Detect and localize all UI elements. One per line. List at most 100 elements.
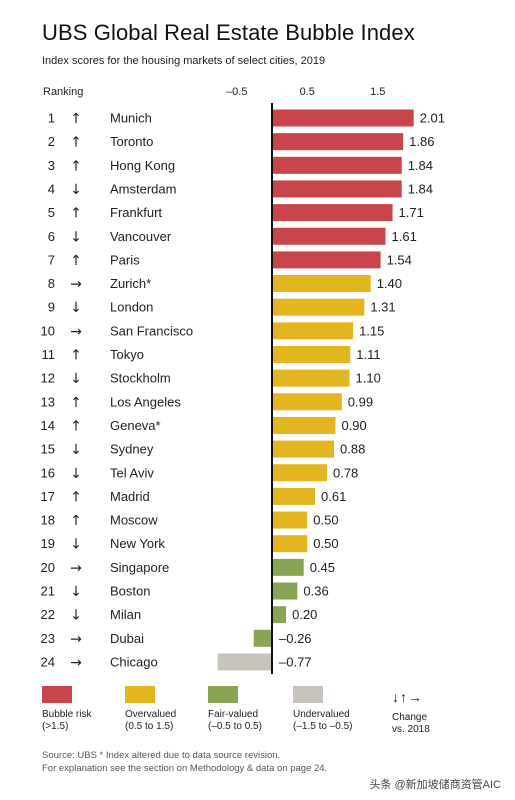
city-name: Paris [110,252,140,267]
value-label: 0.45 [310,560,335,575]
chart-subtitle: Index scores for the housing markets of … [42,55,326,67]
city-name: Sydney [110,442,154,457]
value-bar [272,558,304,576]
value-bar [272,535,308,553]
x-tick-label: 0.5 [300,86,315,98]
value-label: –0.77 [279,654,312,669]
city-name: Stockholm [110,371,171,386]
change-up-icon: ↑ [70,135,82,151]
legend-label-under: Undervalued [293,709,350,720]
value-bar [217,653,272,671]
value-bar [272,369,350,387]
change-down-icon: ↓ [70,229,82,245]
value-bar [272,180,402,198]
value-label: 1.10 [356,371,381,386]
value-label: 0.36 [303,584,328,599]
change-down-icon: ↓ [70,371,82,387]
value-bar [272,416,336,434]
bar-row: 19 ↓ New York 0.50 [41,535,339,553]
change-up-icon: ↑ [70,418,82,434]
value-label: 0.88 [340,442,365,457]
x-tick-label: –0.5 [226,86,247,98]
change-down-icon: ↓ [70,537,82,553]
value-label: 1.11 [356,347,380,362]
bar-row: 6 ↓ Vancouver 1.61 [48,227,417,245]
change-down-icon: ↓ [70,584,82,600]
value-label: 1.61 [392,229,417,244]
change-up-icon: ↑ [70,489,82,505]
value-bar [272,440,335,458]
city-name: Tel Aviv [110,465,154,480]
rank-number: 12 [41,371,55,386]
change-down-icon: ↓ [70,466,82,482]
value-label: 1.71 [399,205,424,220]
rank-number: 16 [41,465,55,480]
value-label: 0.90 [341,418,366,433]
legend-range-fair: (–0.5 to 0.5) [208,721,262,732]
city-name: Chicago [110,654,158,669]
city-name: Toronto [110,134,153,149]
change-up-icon: ↑ [70,395,82,411]
value-bar [272,227,386,245]
rank-number: 20 [41,560,55,575]
legend-overvalued: Overvalued (0.5 to 1.5) [125,686,176,733]
change-up-icon: ↑ [70,206,82,222]
city-name: Vancouver [110,229,172,244]
bar-row: 24 → Chicago –0.77 [41,653,312,671]
bar-row: 7 ↑ Paris 1.54 [48,251,412,269]
legend-swatch-bubble [42,686,72,703]
city-name: Boston [110,584,150,599]
legend-swatch-overvalued [125,686,155,703]
value-bar [272,606,287,624]
value-label: 0.20 [292,607,317,622]
value-label: 0.50 [313,536,338,551]
legend-label-overvalued: Overvalued [125,709,177,720]
legend-range-overvalued: (0.5 to 1.5) [125,721,174,732]
rank-number: 3 [48,158,55,173]
rank-number: 7 [48,252,55,267]
value-bar [272,251,381,269]
city-name: London [110,300,153,315]
value-bar [253,629,272,647]
change-right-icon: → [70,277,82,293]
city-name: Milan [110,607,141,622]
bar-row: 14 ↑ Geneva* 0.90 [41,416,367,434]
rank-number: 9 [48,300,55,315]
bubble-index-chart: Ranking –0.5 0.5 1.5 1 ↑ Munich 2.01 2 ↑ Toronto… [41,86,445,674]
change-up-icon: ↑ [70,513,82,529]
value-label: –0.26 [279,631,312,646]
value-label: 1.15 [359,323,384,338]
city-name: Amsterdam [110,181,176,196]
value-bar [272,582,298,600]
city-name: Singapore [110,560,169,575]
change-right-icon: → [70,560,82,576]
legend-label-change: Change [392,712,428,723]
legend-change: ↓↑→ Change vs. 2018 [392,690,430,736]
rank-number: 17 [41,489,55,504]
rank-number: 15 [41,442,55,457]
legend-range-change: vs. 2018 [392,724,430,735]
rank-number: 22 [41,607,55,622]
value-bar [272,511,308,529]
city-name: New York [110,536,165,551]
bar-row: 8 → Zurich* 1.40 [48,275,402,293]
rank-number: 24 [41,654,55,669]
bar-row: 4 ↓ Amsterdam 1.84 [48,180,433,198]
value-label: 0.61 [321,489,346,504]
city-name: Hong Kong [110,158,175,173]
bar-row: 2 ↑ Toronto 1.86 [48,133,434,151]
chart-title: UBS Global Real Estate Bubble Index [42,20,415,45]
value-bar [272,133,404,151]
city-name: Tokyo [110,347,144,362]
source-footnote: Source: UBS * Index altered due to data … [42,750,281,761]
change-down-icon: ↓ [70,442,82,458]
change-down-icon: ↓ [70,300,82,316]
city-name: Madrid [110,489,150,504]
value-label: 0.99 [348,394,373,409]
change-right-icon: → [70,631,82,647]
change-up-icon: ↑ [70,253,82,269]
value-label: 0.78 [333,465,358,480]
value-bar [272,487,316,505]
rank-number: 1 [48,111,55,126]
value-label: 1.86 [409,134,434,149]
